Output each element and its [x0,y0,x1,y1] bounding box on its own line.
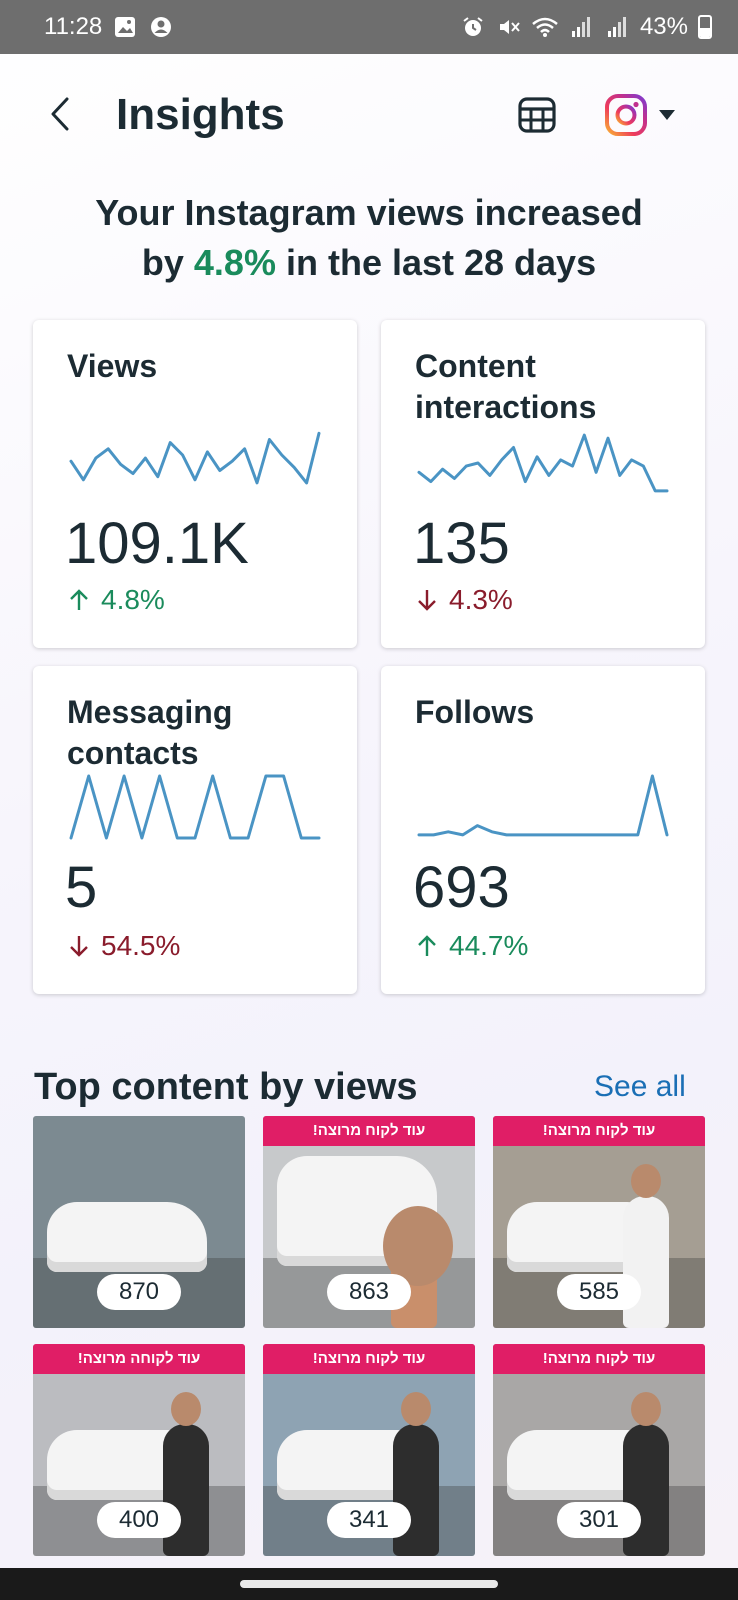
sparkline-path [69,431,321,485]
thumbnail-banner: עוד לקוח מרוצה! [263,1344,475,1374]
view-count: 341 [327,1502,411,1538]
view-count: 863 [327,1274,411,1310]
metric-change-value: 4.3% [449,584,513,615]
content-thumbnail[interactable]: עוד לקוח מרוצה! 585 [493,1116,705,1328]
metric-change-value: 4.8% [101,584,165,615]
see-all-link[interactable]: See all [594,1070,686,1103]
arrow-down-icon [418,590,436,611]
status-time: 11:28 [44,13,103,40]
headline-by: by [141,242,194,283]
metric-change: 54.5% [69,930,180,962]
person-head-shape [383,1206,453,1286]
content-thumbnail[interactable]: עוד לקוח מרוצה! 863 [263,1116,475,1328]
metric-change: 4.3% [417,584,513,616]
headline-line-1: Your Instagram views increased [95,192,643,233]
metric-change: 44.7% [417,930,528,962]
header: Insights [0,54,738,184]
view-count: 870 [97,1274,181,1310]
metric-change-value: 44.7% [449,930,529,961]
sparkline-path [417,433,669,493]
home-gesture-handle[interactable] [240,1580,498,1588]
gallery-icon [112,14,138,40]
view-count: 400 [97,1502,181,1538]
mute-icon [496,14,522,40]
thumbnail-banner: עוד לקוח מרוצה! [263,1116,475,1146]
views-sparkline [69,431,321,485]
battery-icon [698,15,712,39]
thumbnail-image [33,1116,245,1328]
headline-line-2: by 4.8% in the last 28 days [0,238,738,288]
metric-title: Content interactions [415,348,597,425]
thumbnail-banner: עוד לקוחה מרוצה! [33,1344,245,1374]
person-head-shape [171,1392,201,1426]
arrow-up-icon [70,589,88,610]
battery-percent: 43% [639,13,688,40]
metric-value: 5 [65,855,98,920]
calendar-icon [518,97,556,133]
metric-title: Messaging contacts [67,694,233,771]
metric-change-value: 54.5% [101,930,181,961]
metric-value: 135 [413,511,510,576]
status-right: 43% [460,13,712,41]
account-switcher[interactable] [604,90,684,140]
metric-value: 693 [413,855,510,920]
system-nav-bar [0,1568,738,1600]
content-interactions-sparkline [417,433,669,493]
instagram-icon [605,94,647,136]
top-content-title: Top content by views [34,1066,418,1108]
thumbnail-banner: עוד לקוח מרוצה! [493,1344,705,1374]
follows-sparkline [417,774,669,837]
sparkline-path [69,774,321,840]
sparkline-path [417,774,669,837]
metric-change: 4.8% [69,584,165,616]
person-head-shape [631,1392,661,1426]
back-button[interactable] [40,92,80,136]
view-count: 585 [557,1274,641,1310]
signal-icon [568,14,594,40]
account-circle-icon [148,14,174,40]
metric-card-follows[interactable]: Follows 693 44.7% [381,666,705,994]
status-bar: 11:28 43% [0,0,738,54]
calendar-button[interactable] [514,92,560,138]
alarm-icon [460,14,486,40]
arrow-down-icon [70,936,88,957]
metric-value: 109.1K [65,511,249,576]
arrow-up-icon [418,935,436,956]
signal-icon [604,14,630,40]
metric-card-content-interactions[interactable]: Content interactions 135 4.3% [381,320,705,648]
metric-card-messaging-contacts[interactable]: Messaging contacts 5 54.5% [33,666,357,994]
content-thumbnail[interactable]: עוד לקוח מרוצה! 341 [263,1344,475,1556]
metric-card-views[interactable]: Views 109.1K 4.8% [33,320,357,648]
content-thumbnail[interactable]: 870 [33,1116,245,1328]
wifi-icon [532,14,558,40]
insights-headline: Your Instagram views increased by 4.8% i… [0,188,738,288]
status-left: 11:28 [44,13,174,41]
content-thumbnail[interactable]: עוד לקוחה מרוצה! 400 [33,1344,245,1556]
metric-title: Views [67,348,158,384]
messaging-contacts-sparkline [69,774,321,840]
headline-percent: 4.8% [193,242,276,283]
content-thumbnail[interactable]: עוד לקוח מרוצה! 301 [493,1344,705,1556]
page-title: Insights [116,90,285,139]
person-head-shape [631,1164,661,1198]
caret-down-icon [659,110,675,120]
chevron-left-icon [51,97,69,131]
person-head-shape [401,1392,431,1426]
thumbnail-banner: עוד לקוח מרוצה! [493,1116,705,1146]
car-shape [47,1202,207,1272]
view-count: 301 [557,1502,641,1538]
headline-suffix: in the last 28 days [275,242,597,283]
metric-title: Follows [415,694,535,730]
